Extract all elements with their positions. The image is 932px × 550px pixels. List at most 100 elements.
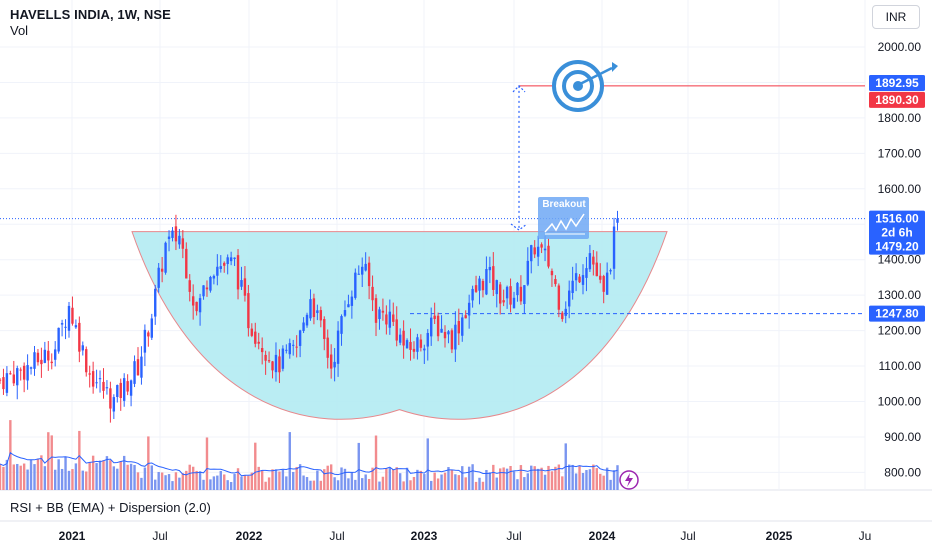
candle-body [481,280,485,291]
time-tick-label: 2025 [766,529,793,543]
volume-bar [112,466,116,490]
volume-bar [60,468,64,490]
candle-body [557,285,561,310]
candle-body [26,365,29,381]
candle-body [516,282,519,296]
candle-body [609,270,612,272]
volume-bar [430,480,433,490]
volume-bar [167,474,171,490]
candle-body [181,238,185,249]
candle-body [547,245,550,267]
candle-body [185,248,188,279]
time-tick-label: 2023 [411,529,438,543]
arrow-head-down [510,223,528,231]
volume-bar [592,464,595,490]
candle-body [519,286,523,302]
volume-legend-label[interactable]: Vol [10,23,29,38]
volume-bar [488,472,492,490]
volume-bar [129,463,133,490]
target-high-tag-bg [869,74,925,91]
volume-bar [157,471,160,490]
candle-body [288,343,291,355]
volume-bar [516,479,519,490]
volume-bar [285,476,288,490]
candle-body [36,352,40,363]
volume-bar [536,468,540,490]
volume-bar [519,465,523,490]
candle-body [430,317,433,337]
volume-bar [347,478,350,490]
candle-body [392,314,395,322]
candle-body [281,348,285,369]
candle-body [419,339,423,348]
candle-body [309,299,312,319]
volume-bar [423,474,426,490]
candle-body [543,248,547,251]
volume-bar [367,478,371,490]
candle-body [416,337,419,352]
candle-body [198,298,202,313]
volume-bar [581,473,585,490]
volume-bar [254,442,257,490]
candle-body [536,246,540,257]
currency-selector[interactable]: INR [872,5,920,29]
volume-bar [450,469,454,490]
volume-bar [209,479,212,490]
candle-body [595,262,598,277]
candle-body [412,348,416,352]
volume-bar [78,430,81,490]
candle-body [478,278,481,291]
candle-body [209,276,212,291]
volume-bar [336,480,340,490]
volume-bar [247,475,250,490]
candle-body [274,354,278,373]
volume-bar [267,477,271,490]
volume-bar [312,480,316,490]
indicator-legend-label[interactable]: RSI + BB (EMA) + Dispersion (2.0) [10,500,211,515]
volume-bar [354,479,357,490]
candle-body [53,349,57,360]
volume-bars [0,420,619,490]
candle-body [102,381,105,391]
volume-bar [616,465,619,490]
volume-bar [499,468,502,490]
candle-body [450,330,454,350]
volume-bar [5,459,9,490]
volume-bar [595,468,598,490]
candle-body [398,334,402,343]
volume-bar [457,475,461,490]
candle-body [336,330,340,364]
candle-body [340,316,343,334]
volume-bar [550,471,554,490]
volume-bar [392,469,395,490]
volume-bar [150,465,153,490]
volume-bar [85,471,88,490]
volume-bar [526,473,530,490]
price-axis[interactable]: 2000.001900.001800.001700.001600.001500.… [878,40,922,479]
volume-bar [561,476,564,490]
candle-body [188,280,191,292]
volume-bar [219,470,222,490]
volume-bar [557,464,561,490]
candle-body [316,310,319,313]
candle-body [202,285,205,297]
breakout-chart-icon [544,213,585,233]
candle-body [109,388,112,409]
candle-body [433,315,436,320]
candle-body [19,369,22,371]
candle-body [136,359,140,376]
candle-body [171,230,174,238]
symbol-title[interactable]: HAVELLS INDIA, 1W, NSE [10,7,171,22]
volume-bar [567,464,571,490]
candle-body [67,305,71,331]
time-axis[interactable]: 2021 Jul 2022 Jul 2023 Jul 2024 Jul 2025 Ju [59,529,872,543]
time-tick-label: Jul [680,529,695,543]
candle-body [567,290,571,307]
candle-body [64,326,67,328]
volume-bar [412,476,416,490]
volume-bar [326,465,329,490]
volume-bar [474,481,478,490]
target-icon-ring [562,70,594,102]
volume-bar [405,467,409,490]
